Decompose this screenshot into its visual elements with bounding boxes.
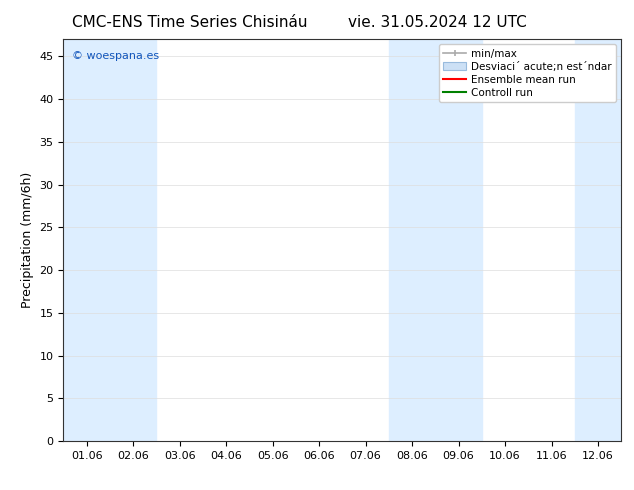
Bar xyxy=(63,39,110,441)
Bar xyxy=(436,39,482,441)
Text: CMC-ENS Time Series Chisináu: CMC-ENS Time Series Chisináu xyxy=(72,15,308,30)
Bar xyxy=(110,39,157,441)
Bar xyxy=(389,39,436,441)
Y-axis label: Precipitation (mm/6h): Precipitation (mm/6h) xyxy=(21,172,34,308)
Bar xyxy=(575,39,621,441)
Text: © woespana.es: © woespana.es xyxy=(72,51,159,61)
Legend: min/max, Desviaci´ acute;n est´ndar, Ensemble mean run, Controll run: min/max, Desviaci´ acute;n est´ndar, Ens… xyxy=(439,45,616,102)
Text: vie. 31.05.2024 12 UTC: vie. 31.05.2024 12 UTC xyxy=(348,15,527,30)
